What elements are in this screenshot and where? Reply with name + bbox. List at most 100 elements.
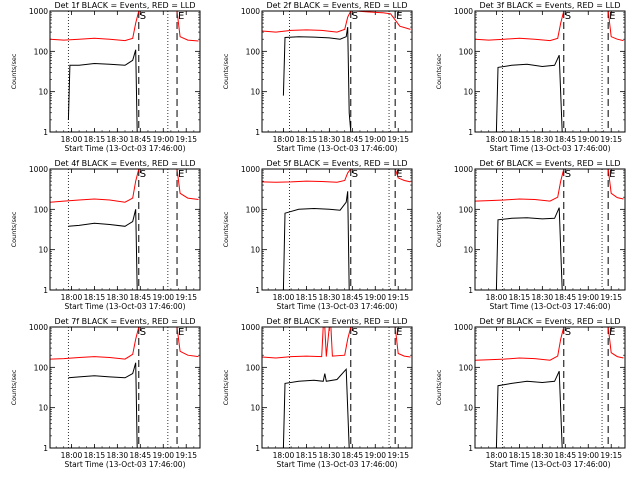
marker-label: S — [140, 11, 146, 22]
plot-frame — [261, 10, 413, 133]
y-tick-label: 1 — [255, 286, 260, 295]
marker-label: S — [352, 327, 358, 338]
y-tick-label: 100 — [34, 363, 49, 372]
x-axis-label: Start Time (13-Oct-03 17:46:00) — [64, 302, 185, 311]
marker-label: E — [609, 11, 615, 22]
events-series-line — [282, 27, 352, 133]
x-tick-label: 19:15 — [175, 135, 197, 144]
lld-series-line — [49, 168, 199, 203]
marker-label: E — [609, 327, 615, 338]
lld-series-line — [474, 168, 624, 202]
y-axis-label: Counts/sec — [435, 211, 443, 247]
events-series-line — [68, 362, 139, 449]
detector-panel: Det 1f BLACK = Events, RED = LLD Counts/s… — [10, 1, 201, 153]
x-tick-label: 19:15 — [175, 293, 197, 302]
marker-label: S — [140, 327, 146, 338]
marker-label: S — [352, 11, 358, 22]
x-tick-label: 18:00 — [61, 293, 83, 302]
detector-panel: Det 7f BLACK = Events, RED = LLD Counts/s… — [10, 317, 201, 469]
x-tick-label: 19:00 — [152, 451, 174, 460]
y-axis-label: Counts/sec — [435, 53, 443, 89]
lld-series-line — [261, 168, 411, 183]
y-axis-label: Counts/sec — [222, 53, 230, 89]
x-tick-label: 19:00 — [364, 293, 386, 302]
marker-label: E — [609, 169, 615, 180]
x-tick-label: 19:00 — [577, 293, 599, 302]
x-tick-label: 19:15 — [175, 451, 197, 460]
x-axis-label: Start Time (13-Oct-03 17:46:00) — [64, 460, 185, 469]
y-tick-label: 10 — [250, 404, 260, 413]
x-tick-label: 18:00 — [273, 135, 295, 144]
x-tick-label: 18:15 — [84, 293, 106, 302]
x-tick-label: 18:30 — [319, 293, 341, 302]
x-tick-label: 19:15 — [600, 135, 622, 144]
x-tick-label: 18:15 — [509, 293, 531, 302]
y-tick-label: 100 — [34, 205, 49, 214]
y-tick-label: 100 — [459, 205, 474, 214]
events-series-line — [68, 209, 139, 291]
events-series-line — [495, 207, 564, 291]
y-tick-label: 1 — [255, 444, 260, 453]
x-tick-label: 18:45 — [341, 451, 363, 460]
x-tick-label: 18:15 — [84, 135, 106, 144]
x-tick-label: 18:30 — [532, 451, 554, 460]
y-tick-label: 100 — [246, 47, 261, 56]
marker-label: S — [140, 169, 146, 180]
x-tick-label: 18:30 — [107, 293, 129, 302]
marker-label: E — [396, 11, 402, 22]
marker-label: E — [178, 169, 184, 180]
plot-frame — [474, 326, 626, 449]
y-tick-label: 10 — [463, 246, 473, 255]
y-tick-label: 10 — [38, 88, 48, 97]
y-tick-label: 1 — [43, 444, 48, 453]
x-tick-label: 18:15 — [509, 135, 531, 144]
lld-series-line — [261, 10, 411, 33]
x-tick-label: 19:00 — [364, 451, 386, 460]
x-axis-label: Start Time (13-Oct-03 17:46:00) — [489, 144, 610, 153]
marker-label: E — [178, 11, 184, 22]
x-tick-label: 18:00 — [486, 135, 508, 144]
x-tick-label: 19:00 — [577, 135, 599, 144]
x-tick-label: 18:30 — [107, 135, 129, 144]
y-tick-label: 1000 — [29, 165, 48, 174]
y-tick-label: 1 — [255, 128, 260, 137]
y-axis-label: Counts/sec — [435, 369, 443, 405]
x-tick-label: 18:30 — [107, 451, 129, 460]
y-tick-label: 100 — [246, 363, 261, 372]
lld-series-line — [474, 10, 624, 42]
x-tick-label: 18:45 — [554, 451, 576, 460]
x-tick-label: 18:00 — [273, 293, 295, 302]
y-axis-label: Counts/sec — [10, 53, 18, 89]
plot-frame — [474, 168, 626, 291]
x-axis-label: Start Time (13-Oct-03 17:46:00) — [276, 302, 397, 311]
x-tick-label: 18:15 — [296, 451, 318, 460]
x-tick-label: 18:45 — [554, 293, 576, 302]
panel-title: Det 3f BLACK = Events, RED = LLD — [479, 1, 620, 10]
y-tick-label: 100 — [34, 47, 49, 56]
panel-title: Det 1f BLACK = Events, RED = LLD — [54, 1, 195, 10]
lld-series-line — [474, 326, 624, 361]
detector-panel: Det 6f BLACK = Events, RED = LLD Counts/s… — [435, 159, 626, 311]
y-tick-label: 1000 — [241, 7, 260, 16]
x-tick-label: 19:00 — [152, 135, 174, 144]
marker-label: E — [396, 169, 402, 180]
x-tick-label: 19:15 — [387, 293, 409, 302]
detector-panel: Det 2f BLACK = Events, RED = LLD Counts/s… — [222, 1, 413, 153]
marker-label: S — [565, 11, 571, 22]
detector-panel: Det 5f BLACK = Events, RED = LLD Counts/s… — [222, 159, 413, 311]
events-series-line — [495, 54, 564, 133]
y-tick-label: 100 — [459, 47, 474, 56]
y-axis-label: Counts/sec — [222, 211, 230, 247]
x-tick-label: 18:45 — [554, 135, 576, 144]
y-tick-label: 1000 — [241, 165, 260, 174]
y-tick-label: 10 — [463, 404, 473, 413]
panel-title: Det 6f BLACK = Events, RED = LLD — [479, 159, 620, 168]
plot-frame — [261, 168, 413, 291]
x-tick-label: 18:00 — [486, 451, 508, 460]
x-tick-label: 18:45 — [129, 293, 151, 302]
x-tick-label: 19:00 — [577, 451, 599, 460]
detector-panel: Det 3f BLACK = Events, RED = LLD Counts/s… — [435, 1, 626, 153]
y-tick-label: 100 — [246, 205, 261, 214]
plot-frame — [49, 10, 201, 133]
x-tick-label: 19:15 — [387, 451, 409, 460]
